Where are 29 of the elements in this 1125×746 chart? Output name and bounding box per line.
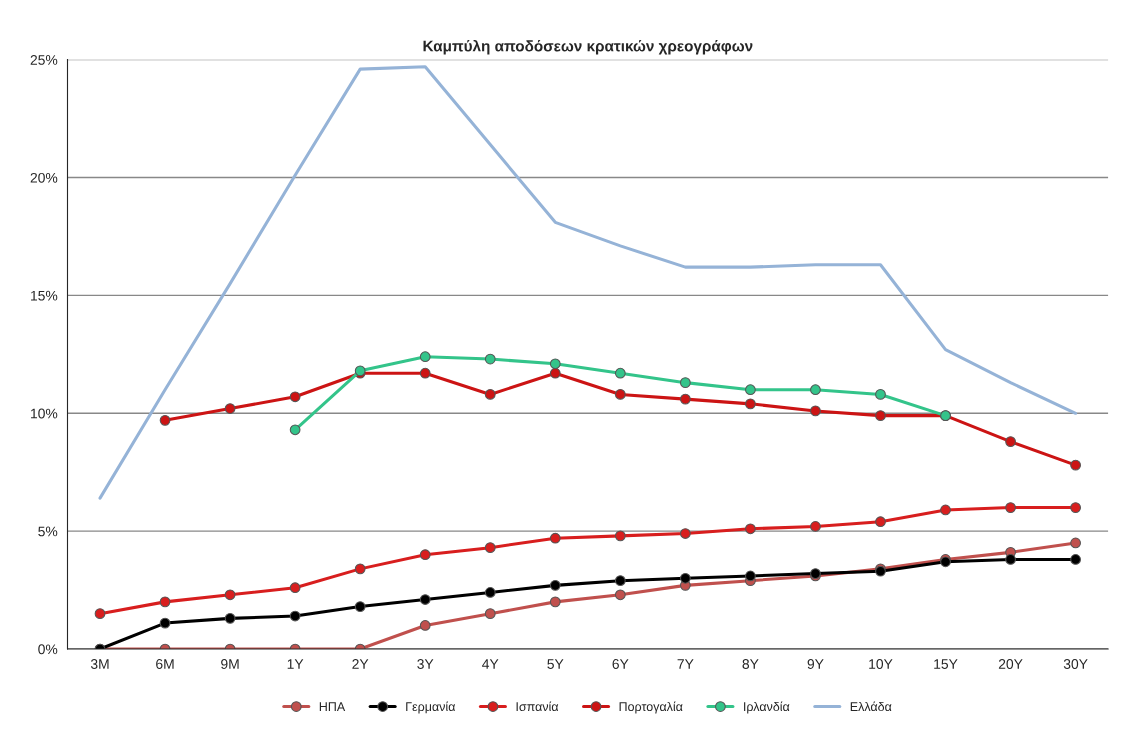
x-tick-label: 6M: [156, 659, 174, 669]
y-tick-label: 0%: [38, 644, 58, 655]
legend-label: Ελλάδα: [850, 701, 892, 712]
x-tick-label: 2Y: [352, 659, 369, 669]
x-tick-label: 1Y: [287, 659, 304, 669]
legend-label: Πορτογαλία: [619, 701, 683, 714]
y-tick-label: 10%: [31, 408, 58, 419]
y-tick-label: 20%: [30, 172, 58, 183]
legend-label: Ισπανία: [516, 701, 559, 712]
x-tick-label: 3Y: [417, 659, 434, 669]
x-tick-label: 5Y: [547, 659, 564, 669]
x-tick-label: 10Y: [869, 659, 893, 669]
x-tick-label: 9Y: [807, 659, 824, 669]
x-tick-label: 8Y: [742, 659, 759, 669]
x-tick-label: 15Y: [934, 659, 958, 669]
x-tick-label: 30Y: [1063, 659, 1088, 669]
x-tick-label: 4Y: [482, 659, 499, 669]
x-tick-label: 7Y: [677, 659, 694, 669]
y-tick-label: 5%: [38, 526, 58, 537]
y-tick-label: 25%: [30, 55, 58, 65]
legend-label: Γερμανία: [406, 701, 456, 714]
x-tick-label: 20Y: [998, 659, 1023, 669]
x-tick-label: 9M: [221, 659, 239, 669]
legend-label: Ιρλανδία: [744, 701, 790, 714]
y-tick-label: 15%: [31, 290, 58, 301]
chart-title: Καμπύλη αποδόσεων κρατικών χρεογράφων: [423, 39, 753, 55]
legend-label: ΗΠΑ: [319, 702, 346, 711]
x-tick-label: 3M: [90, 659, 109, 669]
x-tick-label: 6Y: [612, 659, 629, 669]
